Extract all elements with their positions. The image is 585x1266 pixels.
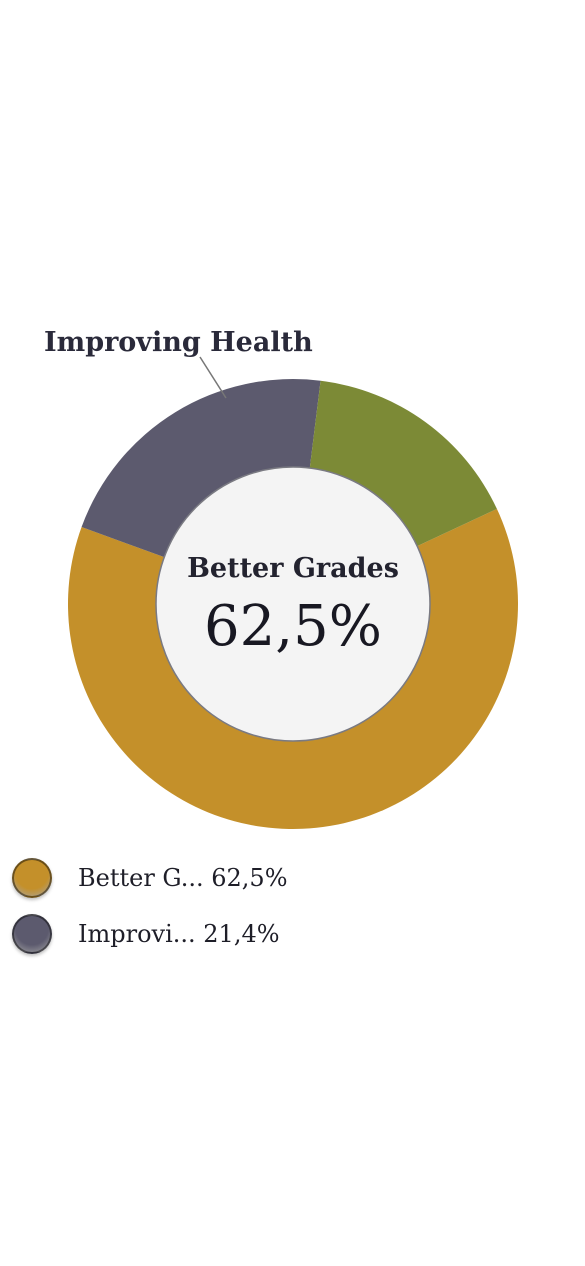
legend-label-better-grades: Better G... 62,5% [78,864,288,892]
legend-item-better-grades[interactable]: Better G... 62,5% [12,850,572,906]
donut-slices [67,379,519,830]
center-value: 62,5% [204,594,382,659]
legend-swatch-better-grades [12,858,52,898]
center-label: Better Grades [187,553,399,584]
legend-swatch-improving-health [12,914,52,954]
donut-slice-improving-health[interactable] [81,379,321,558]
legend-label-improving-health: Improvi... 21,4% [78,920,280,948]
donut-slice-better-grades[interactable] [67,508,519,830]
donut-center [155,466,431,742]
callout-label-improving-health: Improving Health [44,327,313,358]
legend-item-improving-health[interactable]: Improvi... 21,4% [12,906,572,962]
donut-slice-unlabeled-2[interactable] [309,380,497,547]
callout-leader-line [199,356,227,399]
legend: Better G... 62,5% Improvi... 21,4% [12,850,572,962]
